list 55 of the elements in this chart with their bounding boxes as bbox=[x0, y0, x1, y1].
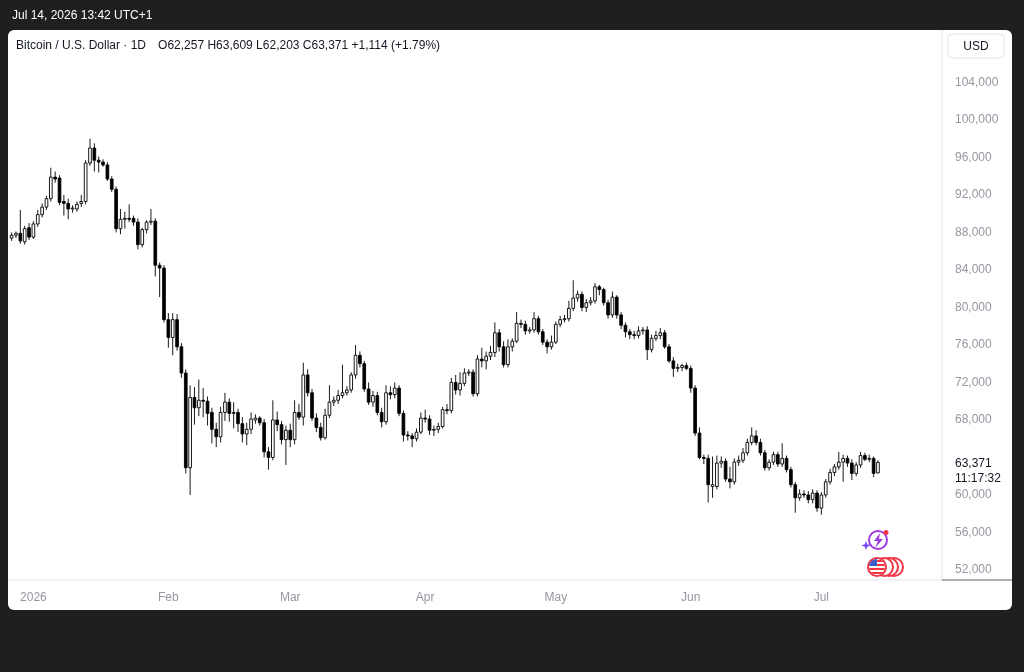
candlestick bbox=[593, 282, 597, 305]
y-tick-label: 76,000 bbox=[955, 337, 993, 352]
candlestick bbox=[815, 489, 819, 513]
candlestick bbox=[806, 490, 811, 504]
candlestick bbox=[410, 432, 414, 448]
y-tick-label: 68,000 bbox=[955, 412, 993, 427]
candlestick bbox=[427, 414, 432, 436]
candlestick bbox=[523, 320, 528, 336]
y-tick-label: 104,000 bbox=[955, 74, 999, 89]
candlestick bbox=[449, 377, 454, 414]
y-tick-label: 100,000 bbox=[955, 112, 999, 127]
x-tick-label: 2026 bbox=[20, 590, 48, 605]
candlestick bbox=[876, 459, 880, 474]
candlestick bbox=[66, 198, 71, 220]
y-tick-label: 56,000 bbox=[955, 524, 993, 539]
candlestick bbox=[580, 291, 584, 312]
candlestick bbox=[871, 456, 876, 478]
x-tick-label: Feb bbox=[158, 590, 180, 605]
x-tick-label: Jun bbox=[681, 590, 701, 605]
x-tick-label: Jul bbox=[813, 590, 830, 605]
text: 63,371 bbox=[955, 455, 993, 470]
y-tick-label: 72,000 bbox=[955, 374, 993, 389]
candlestick bbox=[301, 362, 306, 427]
y-tick-label: 88,000 bbox=[955, 224, 993, 239]
candlestick bbox=[9, 231, 14, 242]
candlestick bbox=[506, 338, 510, 368]
x-tick-label: May bbox=[544, 590, 568, 605]
candlestick bbox=[636, 325, 641, 339]
candlestick bbox=[27, 222, 31, 241]
candlestick bbox=[384, 384, 388, 426]
text: Jul 14, 2026 13:42 UTC+1 bbox=[12, 8, 153, 23]
candlestick bbox=[136, 217, 140, 250]
candlestick bbox=[170, 312, 175, 356]
candlestick bbox=[493, 321, 497, 358]
text: 11:17:32 bbox=[955, 470, 1002, 485]
candlestick bbox=[92, 142, 97, 172]
y-tick-label: 52,000 bbox=[955, 562, 993, 577]
candlestick bbox=[802, 489, 806, 499]
text: Bitcoin / U.S. Dollar · 1D bbox=[16, 38, 147, 53]
y-tick-label: 92,000 bbox=[955, 187, 993, 202]
x-tick-label: Mar bbox=[279, 590, 301, 605]
text: O62,257 H63,609 L62,203 C63,371 +1,114 (+1.79%) bbox=[158, 38, 441, 53]
candlestick bbox=[231, 401, 236, 429]
candlestick bbox=[645, 325, 650, 361]
y-tick-label: 60,000 bbox=[955, 487, 993, 502]
y-tick-label: 84,000 bbox=[955, 262, 993, 277]
candlestick bbox=[610, 291, 615, 319]
candlestick bbox=[710, 456, 715, 499]
candlestick bbox=[18, 209, 23, 245]
x-tick-label: Apr bbox=[415, 590, 435, 605]
y-tick-label: 96,000 bbox=[955, 149, 993, 164]
candlestick bbox=[680, 363, 684, 372]
candlestick bbox=[732, 457, 737, 486]
y-axis-title: USD bbox=[963, 39, 989, 54]
y-tick-label: 80,000 bbox=[955, 299, 993, 314]
